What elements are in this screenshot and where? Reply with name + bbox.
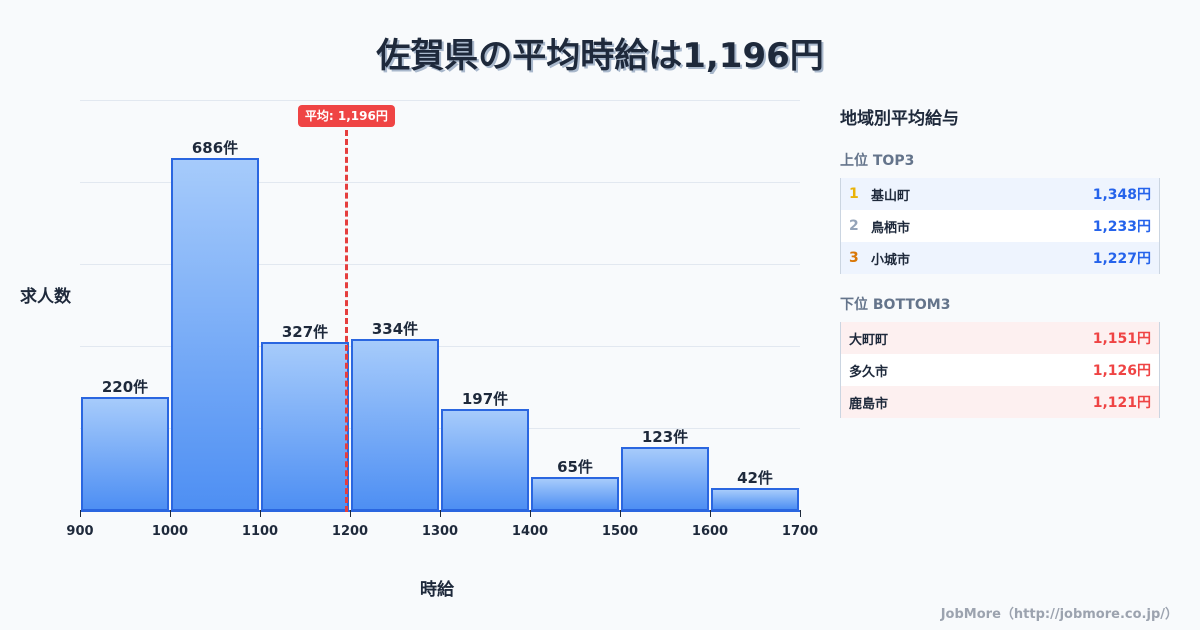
histogram-bar	[261, 342, 349, 511]
panel-title: 地域別平均給与	[840, 109, 959, 129]
region-name: 小城市	[871, 252, 911, 268]
region-value: 1,126円	[1092, 363, 1151, 379]
list-item: 大町町 1,151円	[841, 322, 1159, 354]
region-name: 鳥栖市	[871, 220, 911, 236]
region-value: 1,348円	[1092, 187, 1151, 203]
bar-value-label: 334件	[371, 319, 419, 338]
region-name: 大町町	[849, 332, 889, 348]
region-name: 基山町	[871, 188, 911, 204]
x-tick	[170, 510, 171, 517]
x-tick-label: 1200	[331, 524, 369, 539]
x-tick-label: 900	[66, 524, 94, 539]
histogram-bar	[171, 158, 259, 511]
histogram-bar	[81, 397, 169, 511]
x-tick	[260, 510, 261, 517]
x-tick	[710, 510, 711, 517]
histogram-bar	[711, 488, 799, 511]
x-tick	[800, 510, 801, 517]
region-value: 1,233円	[1092, 219, 1151, 235]
rank-number: 1	[849, 186, 859, 202]
top3-heading: 上位 TOP3	[840, 153, 915, 169]
x-tick-label: 1600	[691, 524, 729, 539]
mean-badge: 平均: 1,196円	[297, 105, 395, 127]
list-item: 鹿島市 1,121円	[841, 386, 1159, 418]
histogram-bar	[621, 446, 709, 511]
gridline	[80, 182, 800, 183]
histogram-bar	[351, 338, 439, 511]
x-tick-label: 1500	[601, 524, 639, 539]
list-item: 2 鳥栖市 1,233円	[841, 210, 1159, 242]
region-name: 多久市	[849, 364, 889, 380]
x-tick-label: 1300	[421, 524, 459, 539]
page-title: 佐賀県の平均時給は1,196円	[376, 36, 824, 76]
x-axis-label: 時給	[420, 580, 454, 600]
region-value: 1,151円	[1092, 331, 1151, 347]
bar-value-label: 123件	[641, 427, 689, 446]
gridline	[80, 428, 800, 429]
list-item: 1 基山町 1,348円	[841, 178, 1159, 210]
bar-value-label: 686件	[191, 139, 239, 158]
bar-value-label: 42件	[737, 469, 773, 488]
mean-line	[344, 130, 348, 512]
x-tick	[80, 510, 81, 517]
bottom3-heading: 下位 BOTTOM3	[840, 297, 951, 313]
histogram-bar	[531, 476, 619, 511]
bar-value-label: 220件	[101, 378, 149, 397]
list-item: 多久市 1,126円	[841, 354, 1159, 386]
rank-number: 3	[849, 250, 859, 266]
regional-salary-panel: 地域別平均給与 上位 TOP3 1 基山町 1,348円 2 鳥栖市 1,233…	[840, 104, 1160, 418]
bar-value-label: 65件	[557, 457, 593, 476]
x-tick	[530, 510, 531, 517]
x-tick	[350, 510, 351, 517]
region-name: 鹿島市	[849, 396, 889, 412]
footer-credit: JobMore（http://jobmore.co.jp/）	[940, 607, 1178, 622]
bar-value-label: 327件	[281, 323, 329, 342]
bottom3-list: 大町町 1,151円 多久市 1,126円 鹿島市 1,121円	[840, 322, 1160, 418]
gridline	[80, 346, 800, 347]
rank-number: 2	[849, 218, 859, 234]
x-tick-label: 1100	[241, 524, 279, 539]
x-tick-label: 1000	[151, 524, 189, 539]
histogram-bar	[441, 409, 529, 511]
gridline	[80, 100, 800, 101]
region-value: 1,121円	[1092, 395, 1151, 411]
x-tick-label: 1700	[781, 524, 819, 539]
region-value: 1,227円	[1092, 251, 1151, 267]
x-tick	[440, 510, 441, 517]
top3-list: 1 基山町 1,348円 2 鳥栖市 1,233円 3 小城市 1,227円	[840, 178, 1160, 274]
x-tick	[620, 510, 621, 517]
gridline	[80, 264, 800, 265]
list-item: 3 小城市 1,227円	[841, 242, 1159, 274]
bar-value-label: 197件	[461, 390, 509, 409]
histogram-chart: 220件 686件 327件 334件 197件 65件 123件 42件 900 1000 11…	[20, 100, 819, 600]
y-axis-label: 求人数	[20, 287, 71, 307]
x-tick-label: 1400	[511, 524, 549, 539]
